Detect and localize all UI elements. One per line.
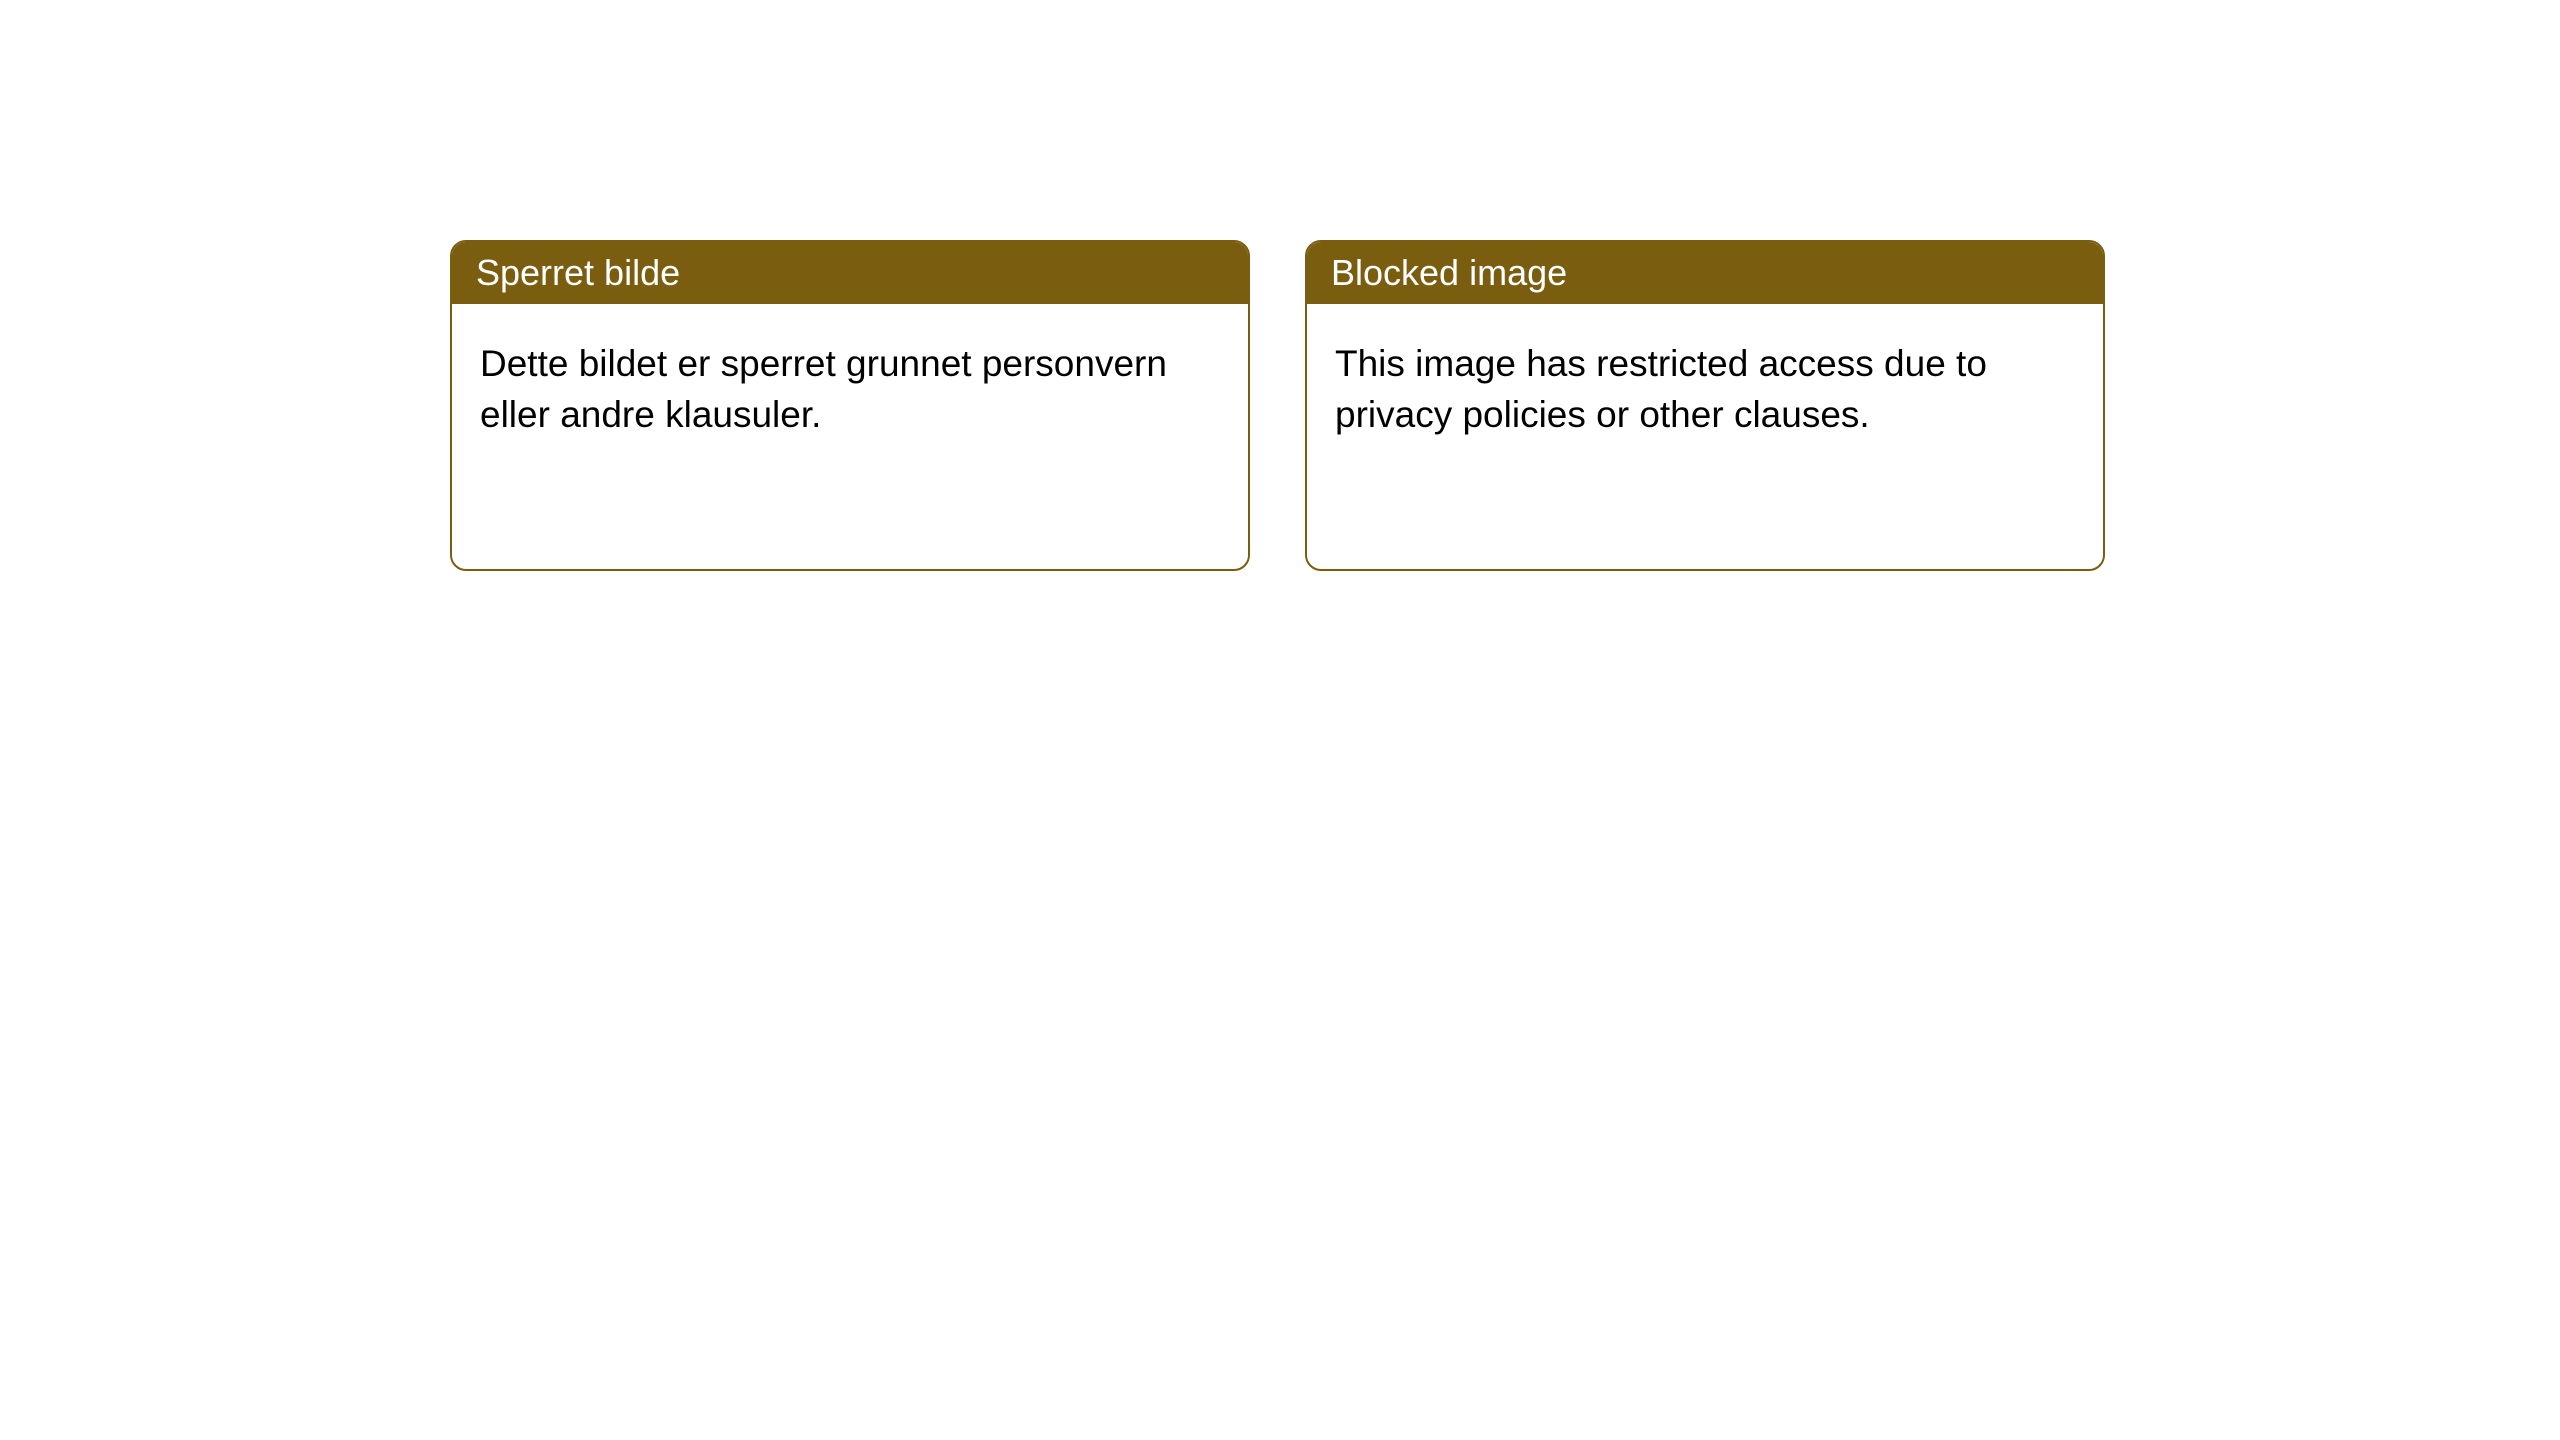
card-body: This image has restricted access due to … xyxy=(1307,304,2103,569)
card-body-text: Dette bildet er sperret grunnet personve… xyxy=(480,343,1167,435)
card-title: Blocked image xyxy=(1331,252,1567,293)
card-body-text: This image has restricted access due to … xyxy=(1335,343,1987,435)
card-header: Blocked image xyxy=(1307,242,2103,304)
info-card-english: Blocked image This image has restricted … xyxy=(1305,240,2105,571)
card-body: Dette bildet er sperret grunnet personve… xyxy=(452,304,1248,569)
info-card-norwegian: Sperret bilde Dette bildet er sperret gr… xyxy=(450,240,1250,571)
cards-container: Sperret bilde Dette bildet er sperret gr… xyxy=(450,240,2105,571)
card-title: Sperret bilde xyxy=(476,252,680,293)
card-header: Sperret bilde xyxy=(452,242,1248,304)
